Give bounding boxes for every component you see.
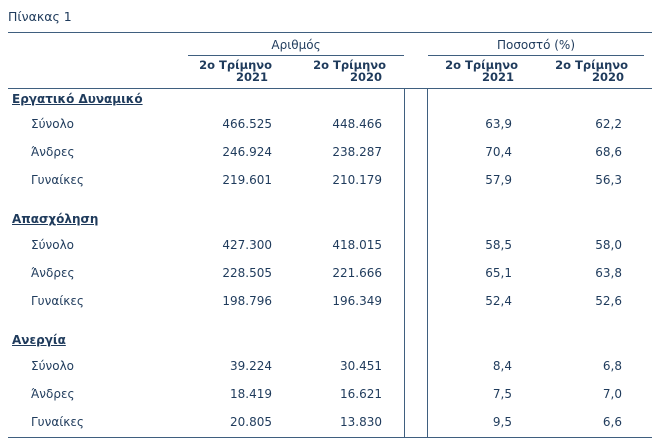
column-header-line1: 2ο Τρίμηνο (313, 58, 386, 72)
table-cell: 13.830 (340, 415, 382, 429)
row-label: Σύνολο (31, 359, 75, 373)
bottom-rule (8, 437, 652, 438)
section-title-employment: Απασχόληση (12, 212, 99, 226)
table-cell: 466.525 (222, 117, 272, 131)
column-header-percent-2020: 2ο Τρίμηνο 2020 (540, 59, 628, 83)
table-cell: 68,6 (595, 145, 622, 159)
column-header-line2: 2020 (591, 70, 624, 84)
table-cell: 210.179 (332, 173, 382, 187)
group-underline-count (188, 55, 404, 56)
table-cell: 65,1 (485, 266, 512, 280)
table-cell: 6,6 (602, 415, 622, 429)
table-cell: 198.796 (222, 294, 272, 308)
table-cell: 238.287 (332, 145, 382, 159)
table-cell: 228.505 (222, 266, 272, 280)
row-label: Άνδρες (31, 387, 75, 401)
table-cell: 58,0 (595, 238, 622, 252)
row-label: Γυναίκες (31, 415, 84, 429)
row-label: Γυναίκες (31, 294, 84, 308)
table-cell: 6,8 (602, 359, 622, 373)
column-header-count-2020: 2ο Τρίμηνο 2020 (290, 59, 386, 83)
table-cell: 8,4 (492, 359, 512, 373)
row-label: Σύνολο (31, 238, 75, 252)
section-title-unemployment: Ανεργία (12, 333, 66, 347)
table-cell: 7,5 (492, 387, 512, 401)
column-divider-right (427, 88, 428, 437)
column-header-percent-2021: 2ο Τρίμηνο 2021 (428, 59, 518, 83)
column-header-line2: 2021 (481, 70, 514, 84)
table-cell: 63,8 (595, 266, 622, 280)
table-cell: 63,9 (485, 117, 512, 131)
table-cell: 57,9 (485, 173, 512, 187)
top-rule (8, 32, 652, 33)
group-header-percent: Ποσοστό (%) (496, 38, 576, 52)
table-cell: 62,2 (595, 117, 622, 131)
table-cell: 52,6 (595, 294, 622, 308)
column-header-line1: 2ο Τρίμηνο (199, 58, 272, 72)
row-label: Άνδρες (31, 145, 75, 159)
header-rule (8, 88, 652, 89)
table-cell: 52,4 (485, 294, 512, 308)
row-label: Σύνολο (31, 117, 75, 131)
group-underline-percent (428, 55, 644, 56)
table-cell: 39.224 (230, 359, 272, 373)
table-cell: 30.451 (340, 359, 382, 373)
column-header-line2: 2020 (349, 70, 382, 84)
table-caption: Πίνακας 1 (8, 9, 72, 24)
table-cell: 18.419 (230, 387, 272, 401)
group-header-count: Αριθμός (271, 38, 321, 52)
table-cell: 246.924 (222, 145, 272, 159)
table-cell: 58,5 (485, 238, 512, 252)
table-cell: 221.666 (332, 266, 382, 280)
column-header-line1: 2ο Τρίμηνο (445, 58, 518, 72)
column-header-line1: 2ο Τρίμηνο (555, 58, 628, 72)
table-cell: 7,0 (602, 387, 622, 401)
table-cell: 219.601 (222, 173, 272, 187)
table-cell: 20.805 (230, 415, 272, 429)
row-label: Γυναίκες (31, 173, 84, 187)
table-cell: 196.349 (332, 294, 382, 308)
column-header-line2: 2021 (235, 70, 268, 84)
table-cell: 418.015 (332, 238, 382, 252)
column-header-count-2021: 2ο Τρίμηνο 2021 (188, 59, 272, 83)
table-cell: 448.466 (332, 117, 382, 131)
section-title-labour-force: Εργατικό Δυναμικό (12, 92, 143, 106)
table-cell: 16.621 (340, 387, 382, 401)
table-cell: 9,5 (492, 415, 512, 429)
column-divider-left (404, 88, 405, 437)
row-label: Άνδρες (31, 266, 75, 280)
table-cell: 56,3 (595, 173, 622, 187)
table-cell: 70,4 (485, 145, 512, 159)
table-cell: 427.300 (222, 238, 272, 252)
